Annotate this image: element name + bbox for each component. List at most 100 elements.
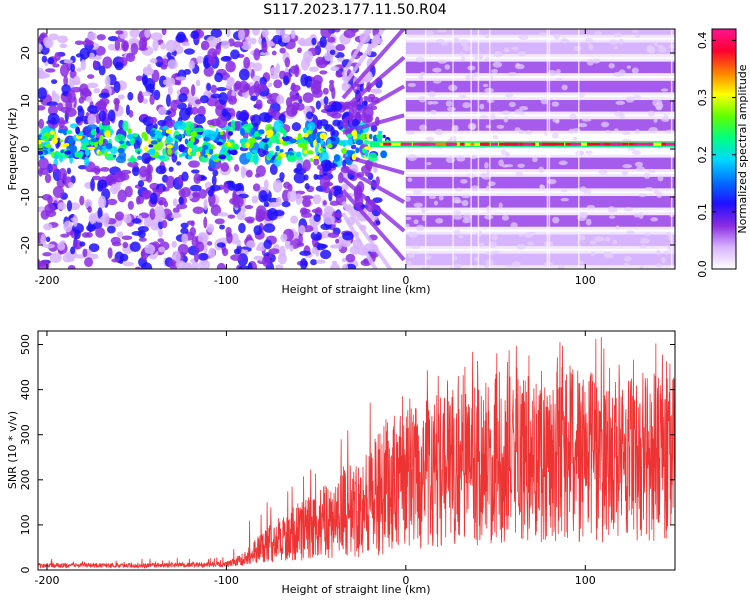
- spectral-speckle: [510, 222, 518, 229]
- carrier-blob: [240, 128, 246, 136]
- carrier-blob: [368, 133, 373, 140]
- colorbar-tick-label: 0.3: [696, 89, 709, 107]
- spectral-blob: [319, 70, 328, 75]
- carrier-blob: [382, 134, 386, 139]
- spectral-blob: [266, 98, 275, 105]
- spectral-blob: [275, 63, 281, 74]
- spectral-speckle: [413, 202, 423, 208]
- spectral-blob: [87, 74, 95, 79]
- spectral-blob: [263, 201, 270, 208]
- x-tick-label: -100: [214, 574, 239, 587]
- harmonic-band: [405, 119, 675, 131]
- snr-y-ticks: 0 100 200 300 400 500: [19, 334, 675, 574]
- carrier-blob: [126, 140, 130, 146]
- carrier-blob: [167, 147, 172, 156]
- spectral-blob: [185, 107, 194, 116]
- carrier-blob: [297, 142, 304, 148]
- spectral-blob: [335, 44, 346, 51]
- spectral-blob: [157, 238, 164, 243]
- spectral-blob: [272, 179, 283, 193]
- spectral-speckle: [459, 39, 470, 47]
- spectral-blob: [160, 64, 168, 70]
- carrier-blob: [98, 138, 104, 146]
- spectral-blob: [226, 180, 235, 185]
- spectral-blob: [203, 234, 208, 247]
- spectral-blob: [238, 222, 246, 234]
- spectral-blob: [42, 252, 53, 257]
- spectral-blob: [253, 80, 260, 94]
- harmonic-band: [405, 42, 675, 54]
- spectral-blob: [165, 39, 177, 53]
- spectral-blob: [226, 77, 235, 85]
- spectral-blob: [52, 186, 65, 198]
- spectral-blob: [250, 95, 258, 102]
- spectral-speckle: [460, 179, 468, 184]
- carrier-blob: [78, 153, 83, 159]
- spectral-blob: [262, 255, 271, 267]
- spectral-blob: [131, 165, 140, 177]
- spectral-speckle: [517, 163, 526, 168]
- spectral-speckle: [560, 189, 568, 193]
- carrier-hot: [628, 142, 639, 146]
- spectral-speckle: [476, 230, 483, 237]
- snr-series: [38, 336, 675, 570]
- carrier-blob: [342, 141, 347, 148]
- spectral-blob: [238, 68, 250, 81]
- spectral-blob: [60, 233, 70, 238]
- spectral-blob: [341, 73, 347, 82]
- spectral-speckle: [644, 186, 654, 191]
- spectral-blob: [160, 42, 166, 50]
- spectral-speckle: [427, 91, 437, 98]
- spectral-blob: [80, 59, 87, 71]
- spectral-blob: [141, 189, 151, 200]
- spectral-speckle: [445, 100, 453, 107]
- spectral-blob: [281, 33, 291, 44]
- spectral-blob: [44, 203, 56, 214]
- spectral-blob: [211, 174, 217, 186]
- spectral-blob: [180, 227, 189, 235]
- spectral-speckle: [524, 231, 533, 238]
- spectral-blob: [267, 82, 273, 88]
- spectral-blob: [207, 189, 214, 197]
- carrier-blob: [44, 143, 52, 148]
- spectral-blob: [149, 208, 156, 220]
- carrier-blob: [148, 144, 154, 148]
- spectral-blob: [361, 116, 372, 124]
- spectral-blob: [232, 183, 243, 192]
- spectral-speckle: [608, 62, 615, 69]
- spectral-speckle: [488, 240, 497, 248]
- spectral-speckle: [507, 72, 518, 77]
- spectral-speckle: [462, 102, 471, 109]
- carrier-blob: [228, 131, 233, 136]
- carrier-blob: [49, 130, 55, 135]
- spectral-blob: [134, 266, 142, 269]
- spectral-blob: [138, 37, 147, 51]
- spectral-blob: [206, 241, 213, 246]
- spectral-blob: [310, 259, 318, 266]
- spectral-blob: [72, 75, 81, 86]
- spectral-blob: [323, 214, 335, 225]
- spectral-speckle: [453, 124, 459, 132]
- spectral-speckle: [453, 199, 462, 204]
- spectral-blob: [199, 175, 208, 181]
- spectral-blob: [232, 41, 244, 48]
- spectral-speckle: [613, 46, 619, 50]
- spectral-blob: [259, 51, 271, 56]
- spectral-blob: [114, 211, 125, 221]
- spectral-blob: [98, 110, 107, 122]
- spectral-blob: [214, 72, 223, 83]
- spectral-blob: [222, 247, 229, 257]
- spectral-blob: [227, 214, 236, 219]
- harmonic-converge: [341, 55, 406, 112]
- carrier-blob: [98, 151, 103, 156]
- spectral-speckle: [583, 188, 592, 195]
- spectral-blob: [156, 196, 167, 206]
- spectral-speckle: [437, 59, 447, 64]
- spectral-blob: [181, 171, 189, 182]
- spectral-blob: [275, 29, 286, 36]
- spectral-speckle: [555, 69, 561, 74]
- spectral-speckle: [427, 100, 433, 105]
- carrier-blob: [148, 138, 153, 146]
- spectral-blob: [195, 99, 202, 105]
- harmonic-band-halo: [405, 77, 675, 96]
